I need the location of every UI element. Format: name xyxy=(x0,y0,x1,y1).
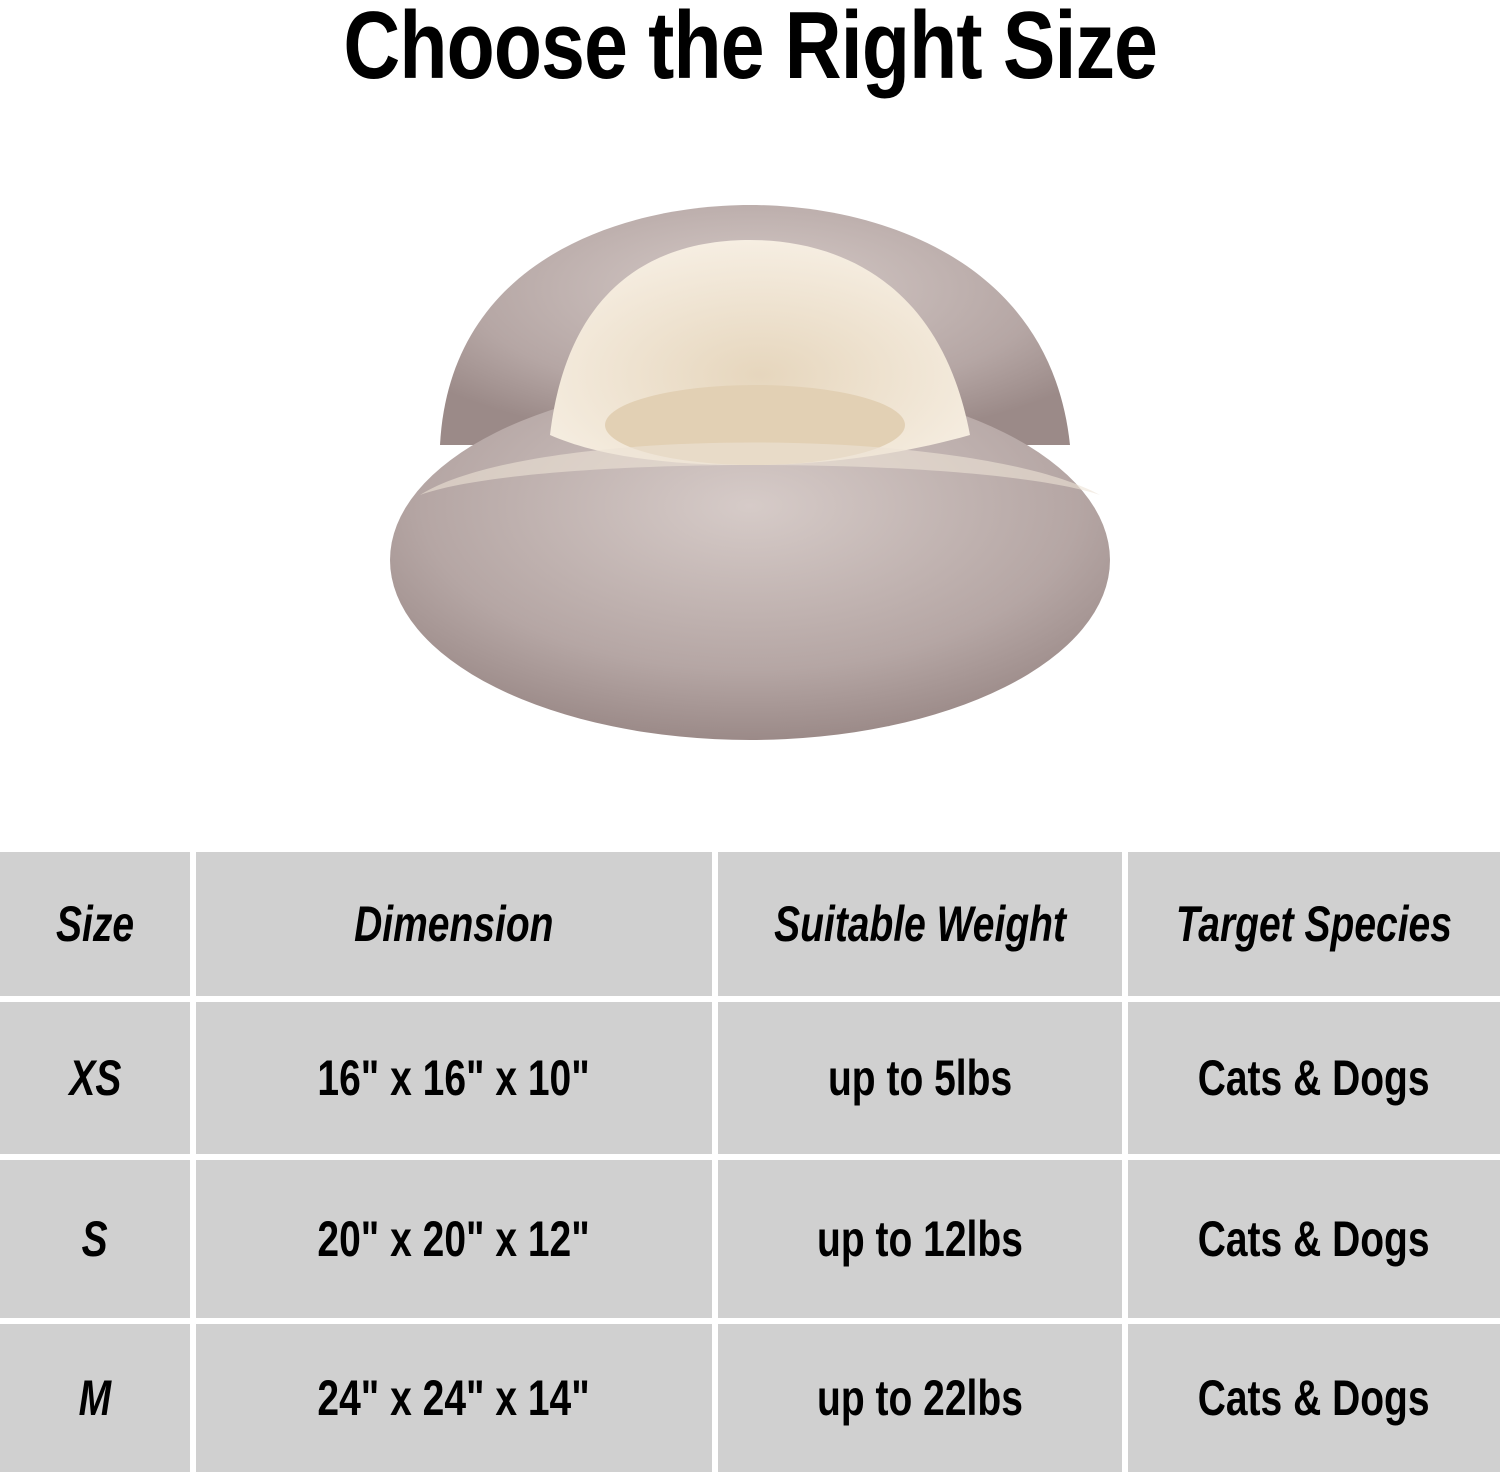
cell-dimension: 24" x 24" x 14" xyxy=(196,1324,712,1472)
page-title: Choose the Right Size xyxy=(343,0,1158,99)
cell-species: Cats & Dogs xyxy=(1128,1324,1500,1472)
cell-dimension: 16" x 16" x 10" xyxy=(196,1002,712,1154)
cell-species: Cats & Dogs xyxy=(1128,1002,1500,1154)
cell-dimension: 20" x 20" x 12" xyxy=(196,1160,712,1318)
header-suitable-weight: Suitable Weight xyxy=(718,852,1122,996)
cell-weight: up to 12lbs xyxy=(718,1160,1122,1318)
cell-size: M xyxy=(0,1324,190,1472)
cell-size: S xyxy=(0,1160,190,1318)
cell-size: XS xyxy=(0,1002,190,1154)
cell-species: Cats & Dogs xyxy=(1128,1160,1500,1318)
cell-weight: up to 5lbs xyxy=(718,1002,1122,1154)
header-size: Size xyxy=(0,852,190,996)
cell-weight: up to 22lbs xyxy=(718,1324,1122,1472)
header-target-species: Target Species xyxy=(1128,852,1500,996)
pet-bed-cave-icon xyxy=(390,205,1110,740)
header-dimension: Dimension xyxy=(196,852,712,996)
size-chart-table: Size Dimension Suitable Weight Target Sp… xyxy=(0,852,1500,1472)
